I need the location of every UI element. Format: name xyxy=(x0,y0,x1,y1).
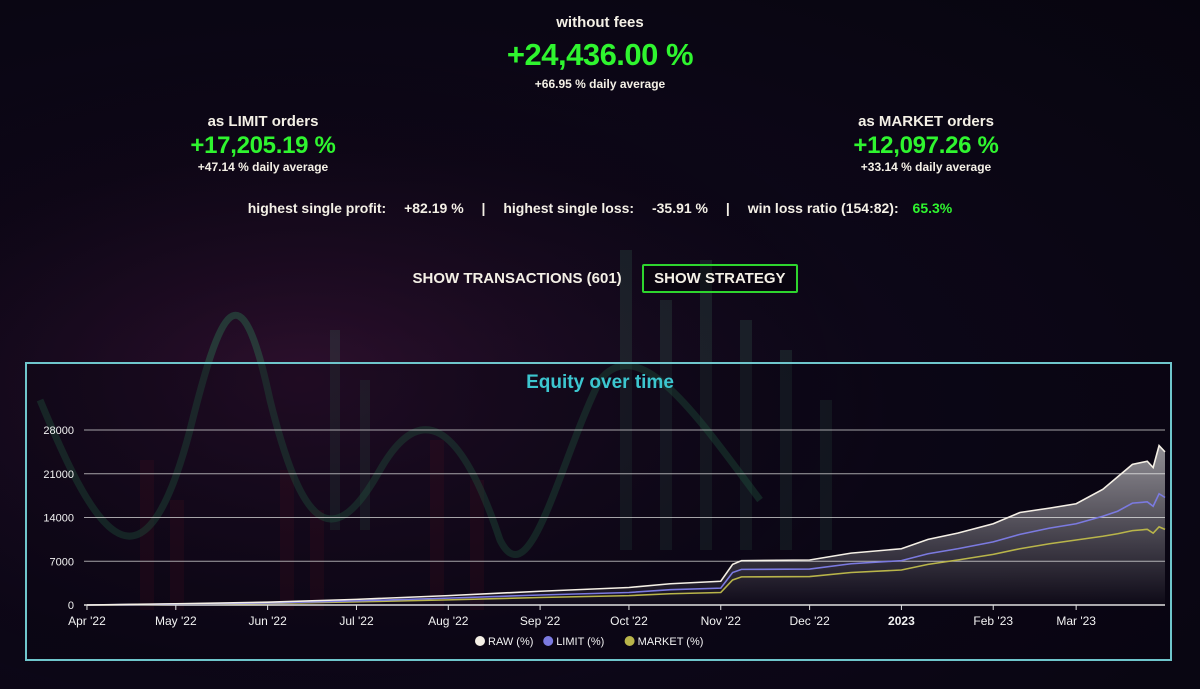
y-tick-label: 28000 xyxy=(43,425,74,437)
series-line xyxy=(86,525,1166,606)
x-tick-label: 2023 xyxy=(888,614,915,628)
x-tick-label: Apr '22 xyxy=(68,614,106,628)
show-transactions-button[interactable]: SHOW TRANSACTIONS (601) xyxy=(412,270,622,287)
legend-swatch xyxy=(543,636,554,646)
without-fees-value: +24,436.00 % xyxy=(506,37,694,72)
market-daily: +33.14 % daily average xyxy=(860,160,992,174)
x-tick-label: Aug '22 xyxy=(428,614,469,628)
without-fees-caption: without fees xyxy=(556,14,644,31)
win-loss-label: win loss ratio (154:82): xyxy=(747,200,899,216)
x-tick-label: Sep '22 xyxy=(520,614,561,628)
limit-daily: +47.14 % daily average xyxy=(197,160,329,174)
limit-caption: as LIMIT orders xyxy=(207,113,319,130)
x-tick-label: Dec '22 xyxy=(789,614,830,628)
x-tick-label: Jun '22 xyxy=(248,614,287,628)
series-line xyxy=(86,444,1166,606)
legend-label: MARKET (%) xyxy=(638,636,704,648)
highest-loss-value: -35.91 % xyxy=(651,200,708,216)
separator: | xyxy=(725,200,730,216)
separator: | xyxy=(481,200,486,216)
without-fees-block: without fees +24,436.00 % +66.95 % daily… xyxy=(0,14,1200,91)
legend-swatch xyxy=(475,636,485,646)
x-tick-label: May '22 xyxy=(155,614,197,628)
market-value: +12,097.26 % xyxy=(853,132,999,159)
market-orders-block: as MARKET orders +12,097.26 % +33.14 % d… xyxy=(826,113,1026,174)
series-line xyxy=(86,492,1166,606)
limit-value: +17,205.19 % xyxy=(190,132,336,159)
y-tick-label: 21000 xyxy=(43,469,74,481)
without-fees-daily: +66.95 % daily average xyxy=(534,77,666,91)
y-tick-label: 0 xyxy=(68,600,74,612)
stats-row: highest single profit: +82.19 % | highes… xyxy=(0,200,1200,216)
chart-title: Equity over time xyxy=(526,372,674,393)
market-caption: as MARKET orders xyxy=(858,113,994,130)
legend-label: RAW (%) xyxy=(488,636,533,648)
x-tick-label: Feb '23 xyxy=(973,614,1013,628)
limit-orders-block: as LIMIT orders +17,205.19 % +47.14 % da… xyxy=(163,113,363,174)
x-tick-label: Oct '22 xyxy=(610,614,648,628)
legend-label: LIMIT (%) xyxy=(556,636,604,648)
highest-loss-label: highest single loss: xyxy=(503,200,635,216)
y-tick-label: 7000 xyxy=(50,556,74,568)
x-tick-label: Jul '22 xyxy=(339,614,374,628)
legend-swatch xyxy=(624,636,635,646)
y-tick-label: 14000 xyxy=(43,513,74,525)
show-strategy-button[interactable]: SHOW STRATEGY xyxy=(642,264,798,293)
raw-area xyxy=(86,445,1165,605)
equity-chart-panel xyxy=(25,362,1172,661)
win-loss-value: 65.3% xyxy=(912,200,953,216)
highest-profit-label: highest single profit: xyxy=(247,200,387,216)
x-tick-label: Mar '23 xyxy=(1056,614,1096,628)
x-tick-label: Nov '22 xyxy=(701,614,742,628)
button-row: SHOW TRANSACTIONS (601) SHOW STRATEGY xyxy=(0,264,1200,293)
highest-profit-value: +82.19 % xyxy=(404,200,464,216)
